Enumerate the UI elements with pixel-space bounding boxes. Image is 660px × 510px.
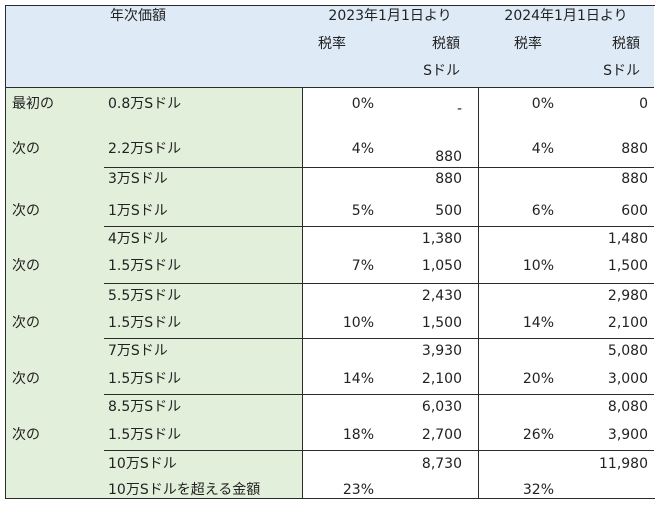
row-label: 次の [12,141,40,157]
row-range: 1.5万Sドル [108,427,182,443]
rate-2023-cell: 5% [351,203,374,219]
rate-2023-cell: 7% [351,258,374,274]
tax-2024-cell: 2,100 [607,315,648,331]
row-divider [104,283,654,284]
tax-2023-cell: 8,730 [421,456,462,472]
row-label: 最初の [12,96,54,112]
tax-2023-cell: 1,380 [421,231,462,247]
row-label: 次の [12,258,40,274]
tax-2023-cell: 1,050 [421,258,462,274]
row-range: 5.5万Sドル [108,288,182,304]
rate-2023-cell: 18% [342,427,374,443]
rate-2023-cell: 0% [351,96,374,112]
column-2024-bg [478,6,655,498]
header-bg [6,6,654,87]
tax-2023-cell: 1,500 [421,315,462,331]
row-range: 10万Sドル [108,456,177,472]
row-range: 8.5万Sドル [108,399,182,415]
row-label: 次の [12,315,40,331]
row-divider [104,226,654,227]
row-label: 次の [12,427,40,443]
row-range: 2.2万Sドル [108,141,182,157]
header-2024: 2024年1月1日より [504,8,628,24]
rate-2024-cell: 4% [531,141,554,157]
row-range: 4万Sドル [108,231,168,247]
rate-2023-cell: 23% [342,482,374,498]
row-divider [104,450,654,451]
row-label: 次の [12,371,40,387]
tax-2023-cell: 6,030 [421,399,462,415]
row-range: 0.8万Sドル [108,96,182,112]
row-divider [6,87,654,88]
tax-2023-cell: 880 [435,149,462,165]
rate-2023-cell: 14% [342,371,374,387]
rate-2024-cell: 14% [522,315,554,331]
rate-2024-cell: 20% [522,371,554,387]
header-unit-2024: Sドル [603,63,640,79]
rate-2024-cell: 10% [522,258,554,274]
rate-2024-cell: 6% [531,203,554,219]
row-range: 1.5万Sドル [108,315,182,331]
tax-2024-cell: 5,080 [607,343,648,359]
range-column-bg [6,6,302,498]
tax-2024-cell: 3,000 [607,371,648,387]
tax-2023-cell: 2,700 [421,427,462,443]
row-divider [104,338,654,339]
rate-2024-cell: 26% [522,427,554,443]
rate-2024-cell: 32% [522,482,554,498]
tax-2023-cell: 2,100 [421,371,462,387]
tax-2024-cell: 11,980 [599,456,648,472]
header-amount-2024: 税額 [612,36,640,52]
tax-2024-cell: 8,080 [607,399,648,415]
row-range: 10万Sドルを超える金額 [108,482,261,498]
tax-2024-cell: 3,900 [607,427,648,443]
row-range: 7万Sドル [108,343,168,359]
header-rate-2023: 税率 [318,36,346,52]
header-title: 年次価額 [110,8,166,24]
tax-table: 年次価額 2023年1月1日より 2024年1月1日より 税率 税額 Sドル 税… [5,5,655,499]
tax-2024-cell: 2,980 [607,288,648,304]
tax-2024-cell: 880 [621,141,648,157]
tax-2024-cell: 880 [621,171,648,187]
tax-2023-cell: 2,430 [421,288,462,304]
column-2023-bg [302,6,479,498]
row-label: 次の [12,203,40,219]
rate-2024-cell: 0% [531,96,554,112]
row-range: 1.5万Sドル [108,371,182,387]
tax-2023-cell: 500 [435,203,462,219]
tax-2024-cell: 600 [621,203,648,219]
tax-2024-cell: 0 [639,96,648,112]
tax-2024-cell: 1,500 [607,258,648,274]
rate-2023-cell: 4% [351,141,374,157]
tax-2024-cell: 1,480 [607,231,648,247]
row-divider [104,167,654,168]
header-2023: 2023年1月1日より [328,8,452,24]
header-rate-2024: 税率 [514,36,542,52]
header-unit-2023: Sドル [423,63,460,79]
row-range: 1.5万Sドル [108,258,182,274]
header-amount-2023: 税額 [432,36,460,52]
tax-2023-cell: - [456,101,462,117]
rate-2023-cell: 10% [342,315,374,331]
row-range: 3万Sドル [108,171,168,187]
tax-2023-cell: 3,930 [421,343,462,359]
tax-2023-cell: 880 [435,171,462,187]
row-divider [104,394,654,395]
row-range: 1万Sドル [108,203,168,219]
